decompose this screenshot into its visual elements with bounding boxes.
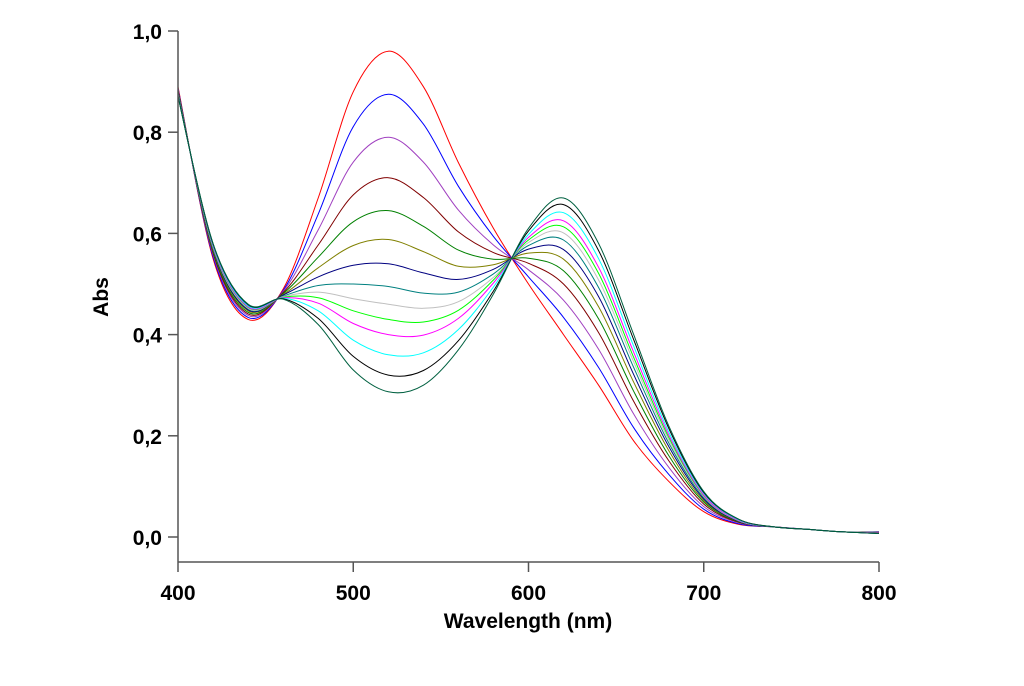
tick-layer: 400 500 600 700 800 0,0 0,2 0,4 0,6 0,8 1,0 xyxy=(133,21,897,605)
x-tick-label: 600 xyxy=(511,582,546,605)
spectrum-line-13 xyxy=(177,96,880,534)
spectrum-line-4 xyxy=(177,90,880,533)
spectrum-line-3 xyxy=(177,89,880,533)
y-tick-label: 0,8 xyxy=(133,122,163,145)
x-tick-label: 500 xyxy=(336,582,371,605)
y-axis-title: Abs xyxy=(90,277,113,317)
x-tick-label: 700 xyxy=(686,582,721,605)
spectrum-line-6 xyxy=(177,92,880,534)
x-tick-label: 800 xyxy=(861,582,896,605)
y-tick-label: 0,2 xyxy=(133,426,162,449)
x-axis-title: Wavelength (nm) xyxy=(444,610,612,633)
spectrum-line-14 xyxy=(177,96,880,534)
y-tick-label: 0,0 xyxy=(133,527,162,550)
spectrum-line-10 xyxy=(177,94,880,534)
spectrum-line-12 xyxy=(177,95,880,534)
spectrum-line-9 xyxy=(177,94,880,534)
spectrum-line-7 xyxy=(177,92,880,534)
y-tick-label: 0,6 xyxy=(133,223,162,246)
y-tick-label: 0,4 xyxy=(133,325,163,348)
x-tick-label: 400 xyxy=(160,582,195,605)
spectrum-line-11 xyxy=(177,95,880,534)
spectrum-line-8 xyxy=(177,93,880,534)
series-layer xyxy=(177,50,880,534)
spectrum-line-5 xyxy=(177,91,880,533)
y-tick-label: 1,0 xyxy=(133,21,162,44)
spectrum-line-2 xyxy=(177,88,880,533)
